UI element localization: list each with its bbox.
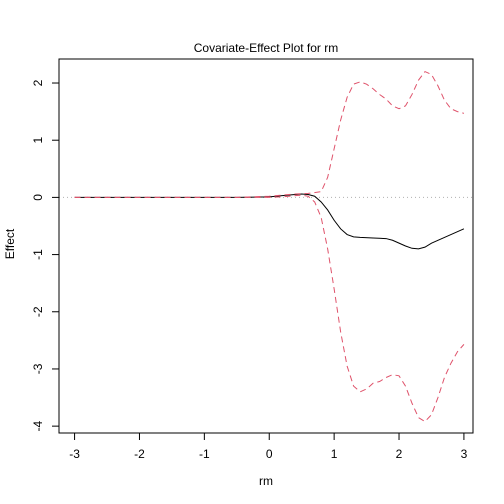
y-tick-label: 2 (31, 79, 45, 86)
y-tick-label: -3 (31, 363, 45, 374)
x-tick-label: 2 (396, 447, 403, 461)
chart-title: Covariate-Effect Plot for rm (194, 41, 339, 55)
x-tick-label: 1 (331, 447, 338, 461)
y-tick-label: 0 (31, 194, 45, 201)
y-tick-label: -4 (31, 420, 45, 431)
x-axis-title: rm (259, 474, 273, 488)
upper-band-line (74, 70, 465, 198)
plot-frame (58, 58, 474, 434)
x-tick-label: 3 (461, 447, 468, 461)
y-axis-title: Effect (3, 228, 17, 259)
x-tick-label: 0 (266, 447, 273, 461)
x-tick-label: -3 (69, 447, 80, 461)
y-tick-label: -1 (31, 249, 45, 260)
x-tick-label: -2 (134, 447, 145, 461)
estimate-line (74, 193, 465, 250)
y-tick-label: -2 (31, 306, 45, 317)
x-tick-label: -1 (199, 447, 210, 461)
y-tick-label: 1 (31, 137, 45, 144)
lower-band-line (74, 194, 465, 423)
